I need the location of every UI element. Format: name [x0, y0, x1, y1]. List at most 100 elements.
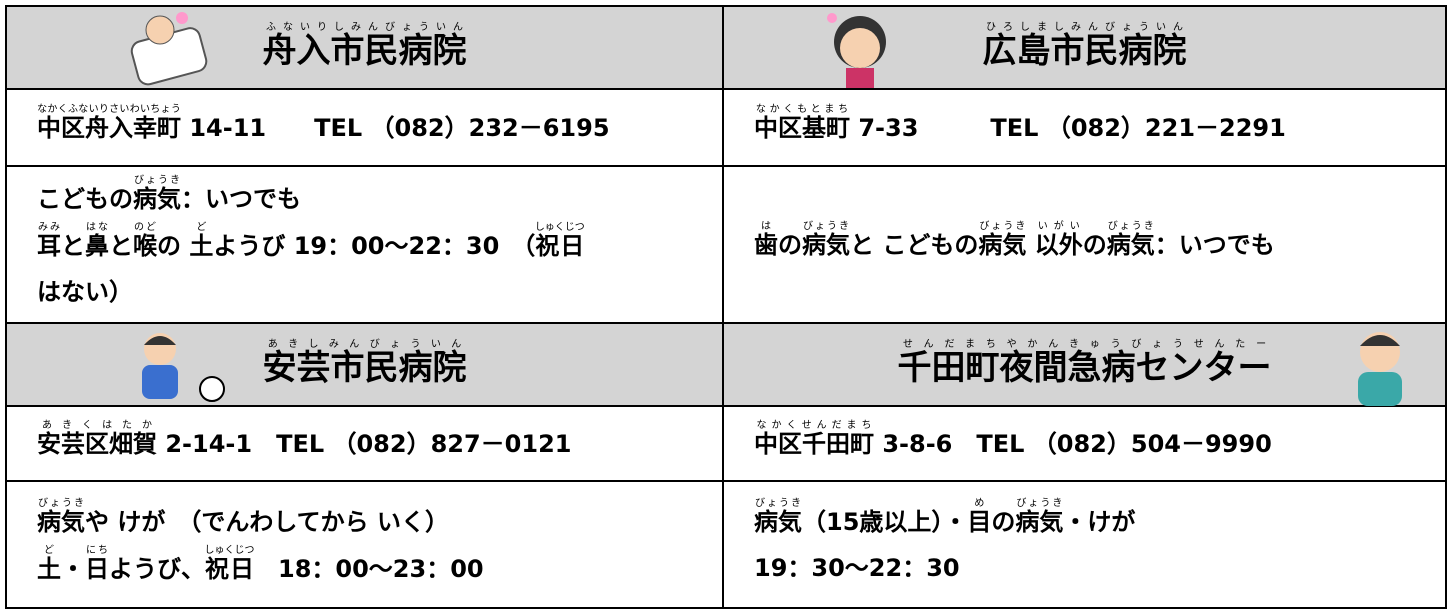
furigana: のど: [133, 221, 157, 233]
ruby-text: 病気びょうき: [133, 175, 181, 213]
hospital-hours: 病気びょうきや けが （でんわしてから いく） 土ど・日にちようび、祝日しゅくじつ…: [5, 480, 724, 609]
furigana: びょうき: [37, 497, 85, 509]
ruby-text: 鼻はな: [85, 222, 109, 260]
text: 鼻: [85, 231, 109, 260]
text-line: 安芸市民病院あきしみんびょういん: [263, 339, 467, 391]
text: [1026, 231, 1034, 259]
text: の: [991, 508, 1016, 536]
furigana: びょうき: [978, 221, 1027, 232]
furigana: しゅくじつ: [204, 544, 255, 556]
text: 安芸区畑賀: [37, 430, 157, 458]
hospital-hours: こどもの病気びょうき：いつでも 耳みみと鼻はなと喉のどの 土どようび 19：00～…: [5, 165, 724, 324]
ruby-text: 歯は: [754, 221, 778, 259]
text: の: [778, 231, 802, 259]
text: 日: [85, 554, 109, 583]
text-line: 耳みみと鼻はなと喉のどの 土どようび 19：00～22：30 （祝日しゅくじつ: [37, 222, 692, 269]
ruby-text: 中区舟入幸町なかくふないりさいわいちょう: [37, 104, 181, 142]
furigana: なかくせんだまち: [754, 420, 874, 431]
furigana: なかくふないりさいわいちょう: [37, 104, 181, 115]
text: 病気: [978, 231, 1027, 259]
text: 舟入市民病院: [262, 30, 467, 71]
text: 14-11 TEL （082）232－6195: [181, 114, 610, 142]
text: 祝日: [204, 554, 255, 583]
text: 喉: [133, 231, 157, 260]
ruby-text: 日にち: [85, 545, 109, 583]
ruby-text: 祝日しゅくじつ: [534, 222, 585, 260]
ruby-text: 病気びょうき: [754, 498, 802, 536]
ruby-text: 耳みみ: [37, 222, 61, 260]
furigana: みみ: [37, 221, 61, 233]
text: 病気: [37, 507, 85, 536]
hospital-name: 安芸市民病院あきしみんびょういん: [5, 322, 724, 407]
ruby-text: 広島市民病院ひろしましみんびょういん: [982, 22, 1187, 71]
ruby-text: 目め: [967, 498, 992, 536]
furigana: びょうき: [1106, 221, 1155, 232]
text: 2-14-1 TEL （082）827－0121: [157, 430, 572, 458]
text: ・けが: [1063, 508, 1136, 536]
furigana: びょうき: [133, 174, 181, 186]
text: 病気: [802, 231, 850, 259]
text: 病気: [1106, 231, 1155, 259]
text-line: 病気びょうきや けが （でんわしてから いく）: [37, 498, 692, 545]
furigana: しゅくじつ: [534, 221, 585, 233]
furigana: ひろしましみんびょういん: [982, 21, 1187, 33]
text-line: 千田町夜間急病センターせんだまちやかんきゅうびょうせんたー: [898, 339, 1272, 391]
furigana: ど: [37, 544, 61, 556]
text-line: 安芸区畑賀あきくはたか 2-14-1 TEL （082）827－0121: [37, 420, 692, 467]
ruby-text: 病気びょうき: [978, 221, 1027, 259]
text: ようび 19：00～22：30 （: [213, 231, 536, 260]
furigana: は: [754, 221, 778, 232]
hospital-name: 舟入市民病院ふないりしみんびょういん: [5, 5, 724, 90]
text: ・: [61, 554, 85, 583]
hospital-hours: 歯はの病気びょうきと こどもの病気びょうき 以外いがいの病気びょうき：いつでも: [722, 165, 1447, 324]
text-line: 中区千田町なかくせんだまち 3-8-6 TEL （082）504－9990: [754, 420, 1415, 467]
text: 目: [967, 508, 992, 536]
text: 7-33 TEL （082）221－2291: [850, 114, 1286, 142]
hospital-hours: 病気びょうき（15歳以上）・目めの病気びょうき・けが 19：30～22：30: [722, 480, 1447, 609]
text: 安芸市民病院: [262, 347, 467, 388]
text: の: [1082, 231, 1107, 259]
text: 病気: [754, 508, 802, 536]
text: 祝日: [534, 231, 585, 260]
ruby-text: 土ど: [189, 222, 213, 260]
text: と: [61, 231, 85, 260]
ruby-text: 中区千田町なかくせんだまち: [754, 420, 874, 458]
text-line: 広島市民病院ひろしましみんびょういん: [983, 22, 1187, 74]
hospital-name: 千田町夜間急病センターせんだまちやかんきゅうびょうせんたー: [722, 322, 1447, 407]
text: 中区千田町: [754, 430, 874, 458]
furigana: ふないりしみんびょういん: [262, 21, 467, 33]
text-line: 中区舟入幸町なかくふないりさいわいちょう 14-11 TEL （082）232－…: [37, 104, 692, 151]
furigana: びょうき: [1015, 498, 1064, 509]
furigana: はな: [85, 221, 109, 233]
ruby-text: 病気びょうき: [37, 498, 85, 536]
text-line: 土ど・日にちようび、祝日しゅくじつ 18：00～23：00: [37, 545, 692, 592]
furigana: にち: [85, 544, 109, 556]
ruby-text: 喉のど: [133, 222, 157, 260]
furigana: びょうき: [802, 221, 850, 232]
text: 中区基町: [754, 114, 850, 142]
text-line: こどもの病気びょうき：いつでも: [37, 175, 692, 222]
illustration: [130, 12, 208, 86]
ruby-text: 病気びょうき: [1015, 498, 1063, 536]
text-line: はない）: [37, 269, 692, 315]
text: 19：30～22：30: [754, 554, 960, 582]
furigana: いがい: [1034, 221, 1083, 232]
text: ：いつでも: [181, 184, 301, 213]
text-line: 舟入市民病院ふないりしみんびょういん: [263, 22, 467, 74]
furigana: あきしみんびょういん: [262, 338, 467, 350]
ruby-text: 祝日しゅくじつ: [204, 545, 255, 583]
illustration: [1358, 332, 1402, 406]
ruby-text: 千田町夜間急病センターせんだまちやかんきゅうびょうせんたー: [898, 339, 1272, 388]
hospital-address: 中区基町なかくもとまち 7-33 TEL （082）221－2291: [722, 88, 1447, 167]
text: や けが （でんわしてから いく）: [85, 507, 449, 536]
ruby-text: 以外いがい: [1035, 221, 1083, 259]
text: 土: [37, 554, 61, 583]
hospital-address: 中区千田町なかくせんだまち 3-8-6 TEL （082）504－9990: [722, 405, 1447, 482]
ruby-text: 安芸市民病院あきしみんびょういん: [262, 339, 467, 388]
illustration: [827, 13, 886, 88]
furigana: め: [967, 498, 992, 509]
text-line: 病気びょうき（15歳以上）・目めの病気びょうき・けが: [754, 498, 1415, 545]
text: 広島市民病院: [982, 30, 1187, 71]
furigana: ど: [189, 221, 214, 233]
